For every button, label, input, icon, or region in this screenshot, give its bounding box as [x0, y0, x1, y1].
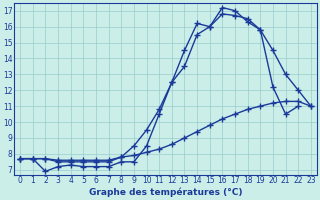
X-axis label: Graphe des températures (°C): Graphe des températures (°C) [89, 188, 242, 197]
